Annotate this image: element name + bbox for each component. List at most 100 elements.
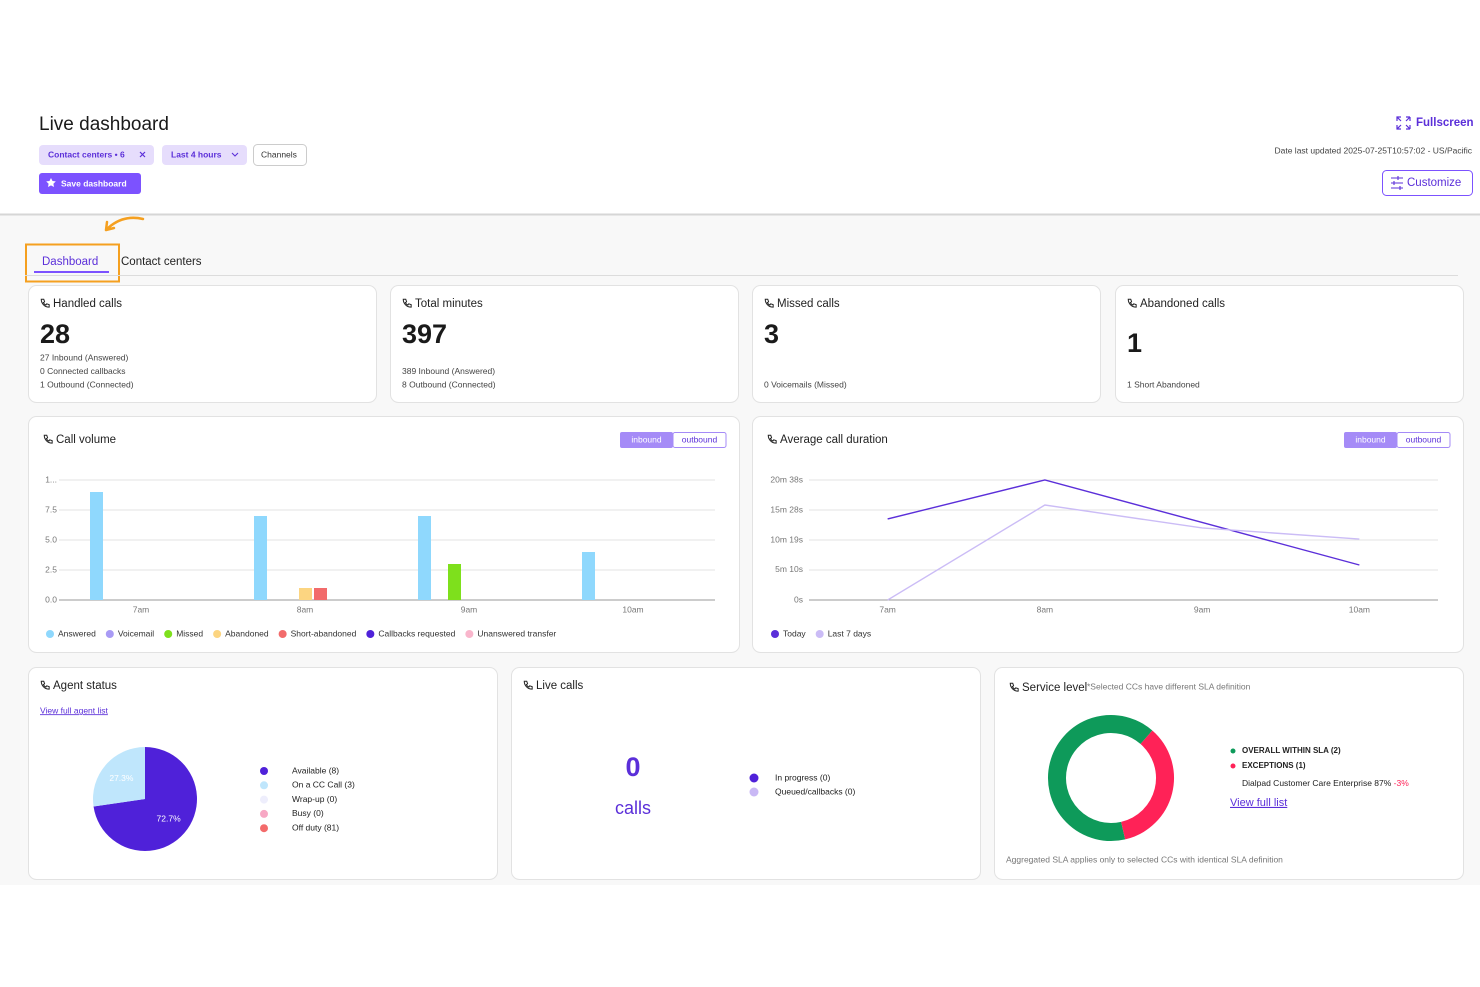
filter-chip[interactable]: Last 4 hours [162,145,247,165]
x-tick-label: 10am [622,604,643,614]
toggle-label: outbound [1406,434,1442,444]
toggle-option[interactable] [672,432,727,448]
y-tick-label: 0s [794,594,803,604]
kpi-value: 3 [764,319,779,349]
legend-swatch [749,773,759,783]
kpi-detail: 0 Connected callbacks [40,366,126,376]
card-note: *Selected CCs have different SLA definit… [1087,681,1251,691]
bar [582,552,595,600]
chart-card [511,667,981,880]
legend-label: Short-abandoned [291,628,357,638]
tab[interactable]: Dashboard [42,256,98,268]
footnote: Aggregated SLA applies only to selected … [1006,854,1283,864]
filter-chip[interactable]: Contact centers • 6 [39,145,154,165]
legend-label: EXCEPTIONS (1) [1242,761,1306,770]
legend-label: Answered [58,628,96,638]
pie-slice [92,747,145,807]
line-series [887,504,1360,601]
legend-swatch [366,630,375,638]
line-series [887,479,1360,566]
toggle-option[interactable] [1396,432,1451,448]
x-tick-label: 7am [879,604,896,614]
y-tick-label: 15m 28s [770,504,803,514]
y-tick-label: 0.0 [45,594,57,604]
card-title: Missed calls [777,298,840,310]
legend-swatch [749,787,759,797]
card-title: Live calls [536,680,584,692]
y-tick-label: 5.0 [45,534,57,544]
filter-label: Channels [261,149,297,159]
slice-label: 72.7% [157,814,182,824]
live-count: 0 [625,752,640,782]
chart-card [752,416,1464,653]
chart-card [28,416,740,653]
toggle-option[interactable] [1344,432,1397,448]
annotation-arrow [104,216,145,232]
x-tick-label: 8am [297,604,314,614]
kpi-detail: 27 Inbound (Answered) [40,352,129,362]
kpi-detail: 389 Inbound (Answered) [402,366,495,376]
x-tick-label: 8am [1037,604,1054,614]
link[interactable]: View full list [1230,797,1287,809]
legend-label: Available (8) [292,765,339,775]
kpi-card [1115,285,1464,403]
sla-detail-text: Dialpad Customer Care Enterprise 87% [1242,778,1392,788]
bar [418,516,431,600]
sla-delta: -3% [1394,778,1410,788]
fullscreen-button[interactable]: Fullscreen [1396,116,1474,130]
legend-swatch [213,630,222,638]
legend-swatch [260,767,268,775]
filter-label: Last 4 hours [171,149,222,159]
y-tick-label: 20m 38s [770,474,803,484]
card-title: Service level [1022,682,1087,694]
kpi-detail: 8 Outbound (Connected) [402,379,496,389]
page-title: Live dashboard [39,114,169,135]
legend-label: Unanswered transfer [477,628,556,638]
link[interactable]: View full agent list [40,705,109,715]
y-tick-label: 1... [45,474,57,484]
customize-button[interactable]: Customize [1382,170,1473,196]
legend-swatch [278,630,287,638]
legend-swatch [260,824,268,833]
legend-label: Missed [176,628,203,638]
legend-label: On a CC Call (3) [292,780,355,790]
legend-swatch [164,630,173,638]
toggle-label: outbound [682,434,718,444]
kpi-detail: 0 Voicemails (Missed) [764,379,847,389]
legend-swatch [815,630,824,638]
legend-swatch [105,630,114,638]
x-tick-label: 10am [1349,604,1370,614]
sla-detail: Dialpad Customer Care Enterprise 87% -3% [1242,778,1409,788]
last-updated: Date last updated 2025-07-25T10:57:02 - … [1274,145,1472,155]
y-tick-label: 2.5 [45,564,57,574]
card-title: Agent status [53,680,117,692]
legend-label: OVERALL WITHIN SLA (2) [1242,746,1341,755]
legend-swatch [1230,763,1236,769]
toggle-label: inbound [1355,434,1386,444]
y-tick-label: 7.5 [45,504,57,514]
legend-label: Off duty (81) [292,822,339,832]
button-label: Save dashboard [61,178,127,188]
donut-segment [1048,715,1153,841]
card-title: Abandoned calls [1140,298,1225,310]
kpi-value: 397 [402,319,447,349]
legend-swatch [260,781,268,790]
legend-label: Today [783,628,806,638]
pie-slice [93,747,197,851]
save-dashboard-button[interactable]: Save dashboard [39,173,141,194]
card-title: Call volume [56,434,116,446]
tab[interactable]: Contact centers [121,256,202,268]
bar [90,492,103,600]
filter-chip[interactable]: Channels [253,144,307,166]
legend-label: Wrap-up (0) [292,794,337,804]
kpi-card [28,285,377,403]
toggle-option[interactable] [620,432,673,448]
legend-label: Busy (0) [292,808,324,818]
annotation-box [25,243,120,283]
x-tick-label: 7am [133,604,150,614]
legend-swatch [1230,748,1236,754]
x-tick-label: 9am [461,604,478,614]
slice-label: 27.3% [109,773,134,783]
bar [448,564,461,600]
